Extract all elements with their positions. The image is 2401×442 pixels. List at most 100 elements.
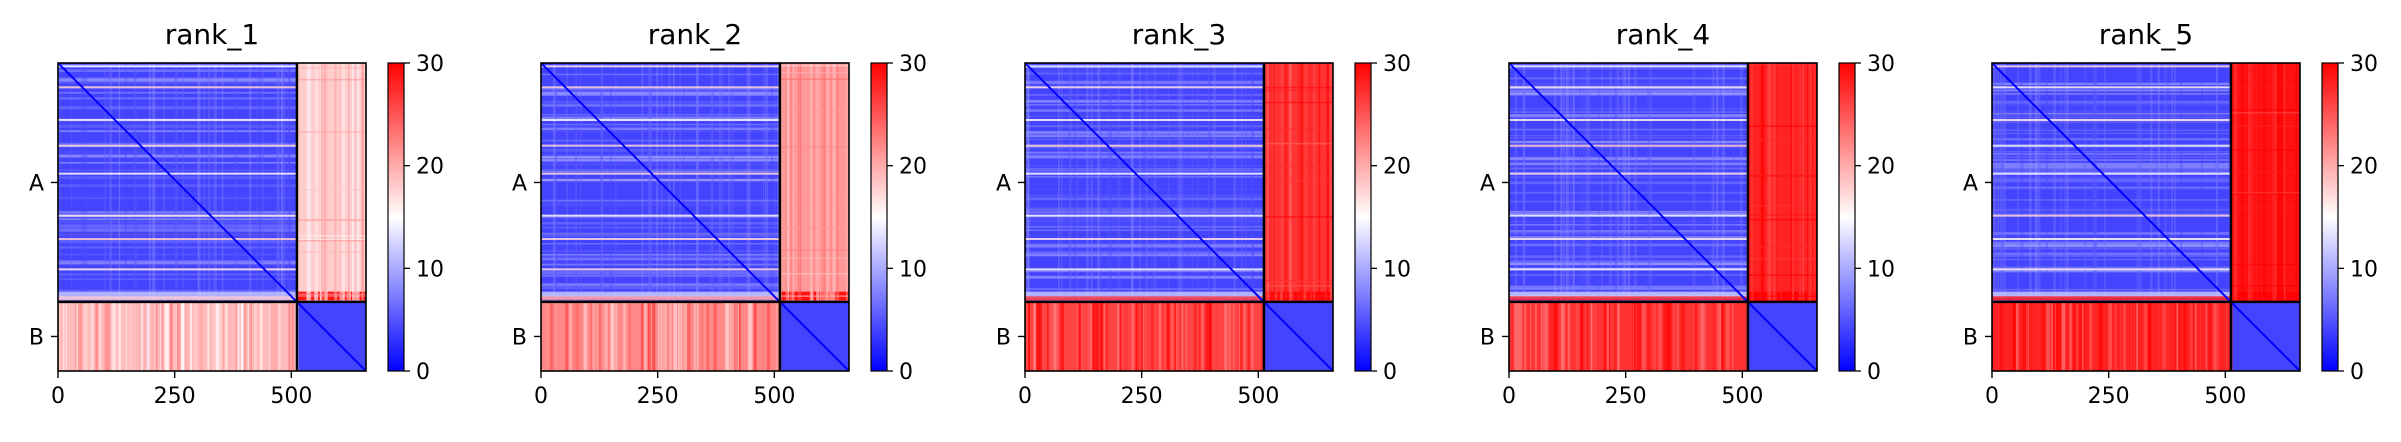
texture-col — [1273, 63, 1276, 302]
texture-row — [58, 97, 297, 99]
texture-row — [58, 262, 297, 265]
texture-row — [1747, 204, 1817, 207]
texture-col — [1116, 301, 1120, 371]
texture-row — [1992, 187, 2231, 191]
y-tick-label: A — [29, 171, 44, 196]
texture-col — [1298, 63, 1300, 302]
texture-row — [296, 70, 366, 72]
texture-row — [58, 278, 297, 281]
texture-col — [2045, 63, 2049, 302]
texture-col — [287, 63, 291, 302]
texture-col — [1037, 301, 1040, 371]
texture-col — [1097, 63, 1100, 302]
texture-col — [777, 63, 780, 302]
texture-col — [2183, 301, 2187, 371]
texture-col — [276, 63, 280, 302]
texture-col — [1767, 63, 1769, 302]
heatmap-cells — [58, 63, 366, 371]
texture-row — [541, 250, 780, 252]
texture-col — [177, 301, 181, 371]
texture-col — [2010, 301, 2012, 371]
texture-col — [169, 301, 173, 371]
texture-col — [1554, 301, 1558, 371]
texture-col — [599, 63, 603, 302]
texture-row — [1509, 146, 1748, 148]
texture-col — [1245, 63, 1248, 302]
texture-col — [1534, 301, 1538, 371]
texture-row — [58, 124, 297, 128]
tail-band — [58, 296, 297, 301]
texture-row — [1509, 84, 1748, 87]
texture-col — [139, 301, 141, 371]
colorbar-tick-label: 20 — [899, 155, 927, 180]
texture-col — [198, 63, 201, 302]
texture-col — [276, 301, 281, 371]
y-tick-label: B — [1963, 325, 1978, 350]
texture-col — [2231, 63, 2234, 302]
texture-row — [2230, 109, 2300, 111]
texture-col — [2106, 301, 2109, 371]
texture-row — [1025, 243, 1264, 245]
texture-col — [1621, 63, 1625, 302]
texture-col — [1224, 301, 1227, 371]
texture-col — [182, 63, 185, 302]
texture-col — [1543, 301, 1547, 371]
texture-row — [1509, 224, 1748, 226]
texture-col — [2274, 63, 2276, 302]
texture-col — [1790, 63, 1793, 302]
texture-col — [721, 63, 724, 302]
tail-band — [1509, 291, 1748, 299]
texture-col — [1647, 63, 1650, 302]
texture-col — [846, 63, 848, 302]
texture-col — [134, 63, 137, 302]
texture-col — [2041, 301, 2045, 371]
texture-row — [1025, 269, 1264, 273]
texture-col — [81, 63, 84, 302]
texture-col — [1541, 301, 1543, 371]
texture-row — [541, 203, 780, 207]
texture-col — [1569, 63, 1572, 302]
texture-col — [820, 63, 823, 302]
texture-row — [2230, 86, 2300, 89]
texture-col — [190, 301, 193, 371]
texture-line — [58, 172, 297, 175]
texture-col — [99, 301, 102, 371]
texture-col — [798, 63, 800, 302]
texture-col — [1690, 301, 1693, 371]
texture-row — [541, 170, 780, 173]
colorbar-tick-label: 10 — [1383, 257, 1411, 282]
texture-col — [644, 301, 648, 371]
diagonal-A — [1509, 63, 1749, 303]
texture-row — [541, 88, 780, 90]
texture-col — [313, 63, 317, 302]
texture-col — [104, 63, 107, 302]
texture-col — [1151, 63, 1153, 302]
texture-row — [58, 233, 297, 236]
texture-col — [1614, 63, 1617, 302]
texture-col — [250, 301, 252, 371]
texture-col — [603, 301, 607, 371]
diagonal-B — [1747, 301, 1817, 371]
texture-col — [1726, 301, 1730, 371]
texture-col — [641, 63, 644, 302]
texture-row — [58, 69, 297, 72]
texture-col — [207, 301, 210, 371]
texture-row — [541, 159, 780, 162]
texture-col — [1251, 63, 1254, 302]
texture-col — [683, 63, 685, 302]
texture-col — [240, 301, 244, 371]
texture-col — [1025, 301, 1028, 371]
texture-line — [541, 172, 780, 175]
texture-col — [68, 301, 71, 371]
texture-row — [1509, 287, 1748, 291]
texture-line — [1025, 144, 1264, 147]
texture-col — [1232, 301, 1235, 371]
texture-col — [1304, 63, 1307, 302]
texture-col — [1183, 301, 1187, 371]
texture-col — [1095, 301, 1100, 371]
texture-col — [244, 301, 248, 371]
texture-row — [1025, 194, 1264, 197]
texture-col — [358, 63, 360, 302]
texture-row — [1992, 227, 2231, 230]
